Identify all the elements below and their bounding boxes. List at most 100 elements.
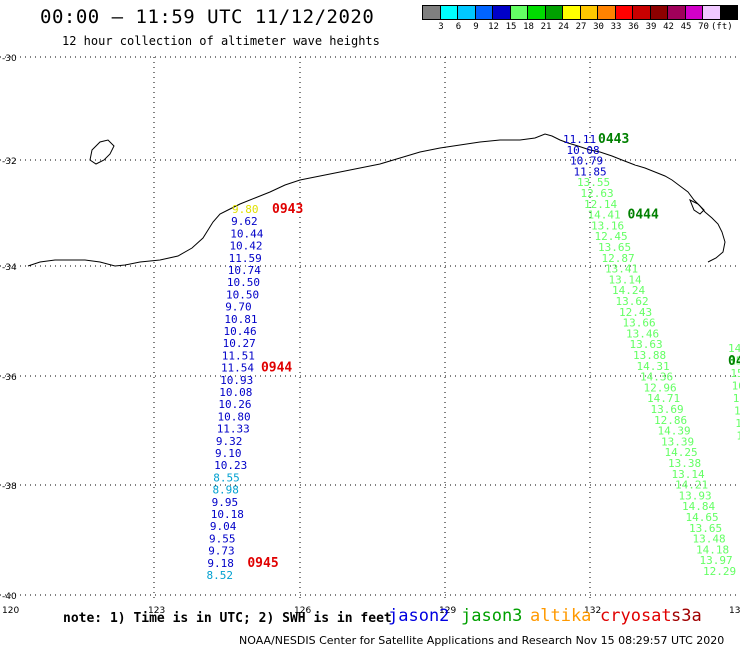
lon-tick-label: 120	[2, 606, 19, 616]
wave-height-value: 11.54	[221, 362, 254, 375]
axis-ticks: 120 123 126 129 132 135 -30 -32 -34 -36 -38 -40	[2, 54, 740, 616]
scale-label: 27	[575, 22, 587, 32]
wave-height-value: 10.08	[567, 144, 600, 157]
map-subtitle: 12 hour collection of altimeter wave hei…	[62, 34, 380, 48]
wave-height-value: 14	[728, 342, 740, 355]
map-title: 00:00 – 11:59 UTC 11/12/2020	[40, 6, 375, 28]
wave-height-value: 10.46	[224, 325, 257, 338]
scale-label: 33	[610, 22, 622, 32]
scale-label: 21	[540, 22, 552, 32]
wave-height-value: 10.74	[228, 264, 261, 277]
track-0443: 11.1110.0810.7911.8513.5512.6312.1414.41…	[563, 132, 736, 578]
wave-height-value: 13.62	[616, 295, 649, 308]
lon-tick-label: 135	[729, 606, 740, 616]
wave-height-value: 9.04	[210, 520, 237, 533]
satellite-jason3: jason3	[461, 606, 523, 626]
wave-height-value: 10.79	[570, 155, 603, 168]
track-0943: 9.809.6210.4410.4211.5910.7410.5010.509.…	[207, 202, 304, 582]
pass-label: 0444	[628, 208, 659, 223]
wave-height-value: 10.18	[211, 508, 244, 521]
lon-tick-label: 129	[439, 606, 456, 616]
wave-height-value: 10.80	[218, 410, 251, 423]
satellite-jason2: jason2	[388, 606, 450, 626]
wave-height-value: 14.41	[588, 209, 621, 222]
wave-height-value: 15.	[730, 367, 740, 380]
scale-label: 30	[593, 22, 604, 32]
wave-height-value: 10.44	[230, 227, 263, 240]
wave-height-value: 13.14	[672, 468, 705, 481]
wave-height-value: 13.97	[700, 554, 733, 567]
pass-label: 0945	[247, 556, 278, 571]
credit-line: NOAA/NESDIS Center for Satellite Applica…	[239, 634, 725, 647]
wave-height-value: 9.62	[231, 215, 258, 228]
wave-height-value: 12.29	[703, 565, 736, 578]
wave-height-value: 13.55	[577, 176, 610, 189]
wave-height-value: 13.14	[609, 273, 642, 286]
satellite-s3a: s3a	[671, 606, 702, 626]
wave-height-value: 10.81	[224, 313, 257, 326]
lon-tick-label: 126	[294, 606, 311, 616]
wave-height-value: 9.18	[207, 557, 234, 570]
wave-height-value: 10.23	[214, 459, 247, 472]
scale-label: 45	[680, 22, 692, 32]
lon-tick-label: 123	[148, 606, 165, 616]
wave-height-value: 9.73	[208, 545, 235, 558]
scale-label: 15	[505, 22, 517, 32]
scale-label: 3	[438, 22, 444, 32]
wave-height-value: 11.51	[222, 349, 255, 362]
satellite-altika: altika	[530, 606, 592, 626]
wave-height-value: 14.24	[612, 284, 645, 297]
wave-height-value: 11.59	[229, 252, 262, 265]
scale-label: 42	[663, 22, 674, 32]
pass-label: 0943	[272, 202, 303, 217]
wave-height-value: 13.39	[661, 435, 694, 448]
wave-height-value: 8.55	[213, 471, 240, 484]
kangaroo-island-outline	[689, 198, 705, 215]
scale-label: 18	[523, 22, 534, 32]
wave-height-value: 12.87	[602, 252, 635, 265]
wave-height-value: 12.14	[584, 198, 617, 211]
wave-height-value: 13.46	[626, 327, 659, 340]
wave-height-value: 14.	[734, 405, 740, 418]
pass-label: 044	[728, 354, 740, 369]
wave-height-value: 10.50	[226, 288, 259, 301]
island-outline	[89, 139, 115, 165]
lat-tick-label: -38	[2, 482, 17, 492]
wave-height-value: 14.65	[686, 511, 719, 524]
scale-label: 12	[488, 22, 499, 32]
wave-height-value: 11.85	[574, 165, 607, 178]
wave-height-value: 12.45	[595, 230, 628, 243]
scale-label: 24	[558, 22, 569, 32]
footer-note: note: 1) Time is in UTC; 2) SWH is in fe…	[63, 611, 392, 626]
wave-height-value: 13.	[736, 430, 740, 443]
lat-tick-label: -36	[2, 373, 17, 383]
lon-tick-label: 132	[584, 606, 601, 616]
wave-height-value: 14.31	[637, 360, 670, 373]
wave-height-value: 8.98	[212, 484, 239, 497]
wave-height-value: 10.93	[220, 374, 253, 387]
pass-label: 0443	[598, 132, 629, 147]
wave-height-value: 10.27	[223, 337, 256, 350]
wave-height-value: 13.48	[693, 533, 726, 546]
lat-tick-label: -34	[2, 263, 17, 273]
wave-height-value: 8.52	[207, 569, 234, 582]
wave-height-value: 13.16	[591, 219, 624, 232]
wave-height-value: 15	[729, 355, 740, 368]
wave-height-value: 10.42	[229, 240, 262, 253]
wave-height-value: 13.65	[598, 241, 631, 254]
wave-height-value: 9.70	[225, 301, 252, 314]
wave-height-value: 14.21	[675, 479, 708, 492]
wave-height-value: 12.43	[619, 306, 652, 319]
wave-height-value: 13.69	[651, 403, 684, 416]
wave-height-value: 14.36	[640, 371, 673, 384]
scale-label: 9	[473, 22, 479, 32]
wave-height-value: 10.08	[219, 386, 252, 399]
wave-height-value: 14.	[735, 417, 740, 430]
wave-height-value: 12.86	[654, 414, 687, 427]
wave-height-value: 14.84	[682, 500, 715, 513]
wave-height-value: 13.66	[623, 317, 656, 330]
wave-height-value: 9.55	[209, 532, 236, 545]
wave-height-value: 13.93	[679, 489, 712, 502]
wave-height-value: 15.0	[733, 392, 740, 405]
